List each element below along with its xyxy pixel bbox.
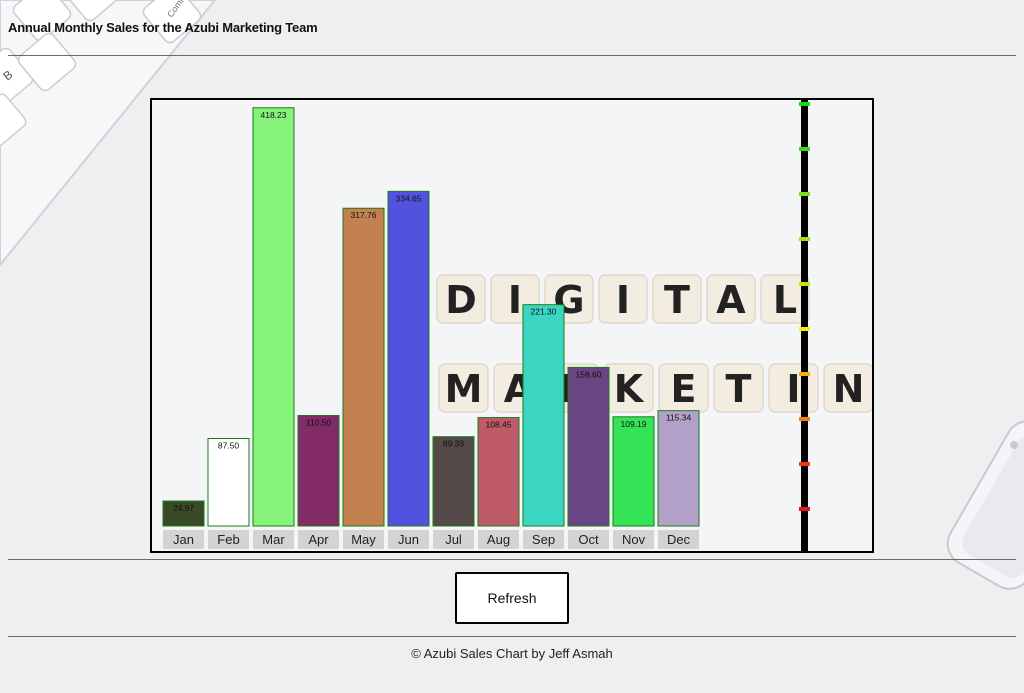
tick-label-box — [343, 530, 384, 549]
phone-decoration — [946, 420, 1024, 590]
scale-marker — [799, 462, 810, 466]
bar-value-label: 24.97 — [173, 503, 195, 513]
footer-credit: © Azubi Sales Chart by Jeff Asmah — [411, 646, 613, 661]
tick-label-dec: Dec — [667, 532, 691, 547]
bar-may — [342, 207, 385, 527]
marketing-tile — [713, 363, 764, 413]
tick-label-box — [523, 530, 564, 549]
marketing-letter: I — [786, 367, 800, 411]
scale-marker — [799, 417, 810, 421]
tick-label-box — [613, 530, 654, 549]
bar-nov — [612, 416, 655, 527]
bar-apr — [297, 415, 340, 527]
tick-label-box — [253, 530, 294, 549]
marketing-tile — [438, 363, 489, 413]
bar-value-label: 89.33 — [443, 439, 465, 449]
scale-marker — [799, 372, 810, 376]
tick-label-feb: Feb — [217, 532, 239, 547]
digital-letter: I — [508, 278, 522, 322]
marketing-letter: K — [614, 367, 645, 411]
digital-tile — [652, 274, 702, 324]
scale-marker — [799, 192, 810, 196]
bar-sep — [522, 304, 565, 527]
bar-oct — [567, 366, 610, 527]
tick-label-aug: Aug — [487, 532, 510, 547]
bar-jul — [432, 436, 475, 527]
tick-label-box — [298, 530, 339, 549]
tick-label-jan: Jan — [173, 532, 194, 547]
digital-tile — [436, 274, 486, 324]
bar-jan — [162, 500, 205, 527]
marketing-letter: T — [726, 367, 752, 411]
bar-value-label: 108.45 — [486, 420, 512, 430]
marketing-letter: E — [671, 367, 697, 411]
digital-letter: D — [445, 278, 477, 322]
bar-value-label: 110.50 — [306, 418, 332, 428]
bars-layer: 24.97 Jan 87.50 Feb 418.23 Mar 110.50 Apr 317.76… — [162, 107, 700, 549]
bar-value-label: 418.23 — [261, 110, 287, 120]
scale-axis — [801, 100, 808, 551]
bar-value-label: 115.34 — [666, 413, 692, 423]
digital-letter: A — [716, 278, 746, 322]
bar-value-label: 317.76 — [351, 210, 377, 220]
tick-label-box — [433, 530, 474, 549]
digital-letter: L — [773, 278, 797, 322]
tick-label-box — [208, 530, 249, 549]
tick-label-box — [568, 530, 609, 549]
bar-value-label: 109.19 — [621, 419, 647, 429]
bar-dec — [657, 410, 700, 527]
scale-marker — [799, 327, 810, 331]
tick-label-sep: Sep — [532, 532, 555, 547]
marketing-letter: N — [833, 367, 865, 411]
tick-label-apr: Apr — [308, 532, 329, 547]
digital-letter: I — [616, 278, 630, 322]
tick-label-mar: Mar — [262, 532, 285, 547]
marketing-tile — [823, 363, 872, 413]
tick-label-box — [478, 530, 519, 549]
page-title: Annual Monthly Sales for the Azubi Marke… — [8, 20, 318, 35]
scale-marker — [799, 147, 810, 151]
digital-tile — [706, 274, 756, 324]
digital-tile — [598, 274, 648, 324]
tick-label-box — [388, 530, 429, 549]
bar-value-label: 221.30 — [531, 307, 557, 317]
scale-marker — [799, 507, 810, 511]
tick-label-jun: Jun — [398, 532, 419, 547]
bar-jun — [387, 190, 430, 527]
bar-feb — [207, 438, 250, 527]
footer-divider — [8, 636, 1016, 637]
refresh-button[interactable]: Refresh — [455, 572, 569, 624]
scale-marker — [799, 102, 810, 106]
scale-marker — [799, 237, 810, 241]
scale-bar — [799, 100, 810, 551]
tick-label-oct: Oct — [578, 532, 599, 547]
bar-mar — [252, 107, 295, 527]
tick-label-nov: Nov — [622, 532, 646, 547]
digital-tile — [760, 274, 810, 324]
tick-label-jul: Jul — [445, 532, 462, 547]
tick-label-may: May — [351, 532, 376, 547]
scale-marker — [799, 282, 810, 286]
bar-value-label: 158.60 — [576, 369, 602, 379]
tick-label-box — [658, 530, 699, 549]
bar-value-label: 87.50 — [218, 441, 240, 451]
marketing-letter: M — [445, 367, 483, 411]
digital-letter: T — [664, 278, 690, 322]
bar-value-label: 334.65 — [396, 193, 422, 203]
chart-divider — [8, 559, 1016, 560]
bar-aug — [477, 417, 520, 527]
keyboard-decoration: B Comm — [0, 0, 217, 267]
bar-chart: DIGITALMARKETING 24.97Jan87.50Feb418.23M… — [152, 100, 872, 551]
header-divider — [8, 55, 1016, 56]
chart-frame: DIGITALMARKETING 24.97Jan87.50Feb418.23M… — [150, 98, 874, 553]
tick-label-box — [163, 530, 204, 549]
